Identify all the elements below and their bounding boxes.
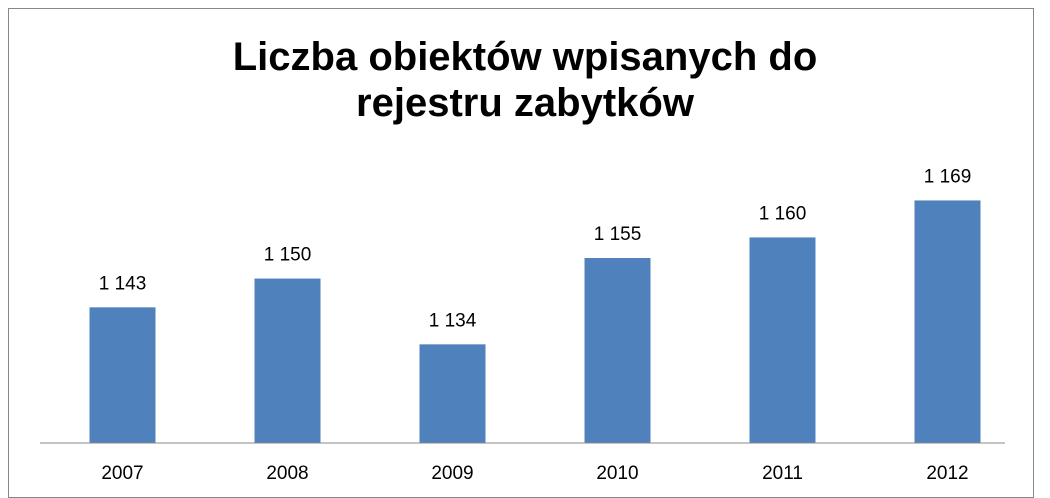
value-label: 1 143 xyxy=(99,273,147,294)
bar xyxy=(89,307,156,443)
x-tick-label: 2010 xyxy=(596,463,638,484)
value-label: 1 150 xyxy=(264,245,312,266)
x-tick-label: 2007 xyxy=(101,463,143,484)
bar xyxy=(419,344,486,443)
value-label: 1 169 xyxy=(924,166,972,187)
x-tick-label: 2012 xyxy=(926,463,968,484)
bar xyxy=(749,237,816,443)
chart-title: Liczba obiektów wpisanych do rejestru za… xyxy=(232,35,818,125)
x-tick-label: 2011 xyxy=(762,463,803,484)
x-tick-label: 2009 xyxy=(431,463,473,484)
bar xyxy=(584,258,651,443)
value-label: 1 155 xyxy=(594,224,642,245)
bar xyxy=(914,200,981,443)
bar xyxy=(254,278,321,443)
x-tick-label: 2008 xyxy=(266,463,308,484)
value-label: 1 160 xyxy=(759,203,807,224)
value-label: 1 134 xyxy=(429,310,477,331)
